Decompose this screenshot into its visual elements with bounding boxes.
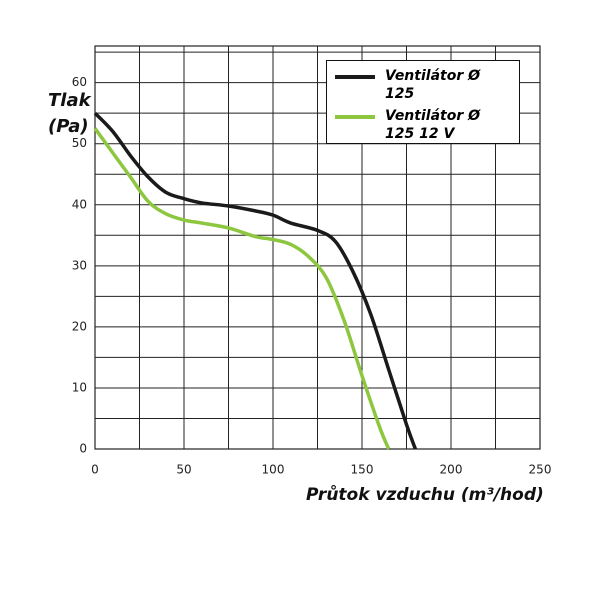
legend: Ventilátor Ø 125 Ventilátor Ø 125 12 V (326, 60, 520, 144)
y-tick-label: 10 (72, 380, 87, 394)
x-tick-label: 250 (529, 463, 552, 477)
y-tick-label: 30 (72, 258, 87, 272)
y-tick-label: 40 (72, 197, 87, 211)
legend-entry: Ventilátor Ø 125 12 V (335, 107, 511, 143)
x-tick-label: 100 (262, 463, 285, 477)
y-tick-label: 20 (72, 319, 87, 333)
x-tick-label: 150 (351, 463, 374, 477)
y-tick-label: 0 (79, 442, 87, 456)
y-tick-label: 50 (72, 136, 87, 150)
series-line (93, 111, 418, 450)
y-axis-label: Tlak (Pa) (48, 90, 91, 137)
legend-entry: Ventilátor Ø 125 (335, 67, 511, 103)
x-tick-label: 200 (440, 463, 463, 477)
legend-label: Ventilátor Ø 125 12 V (385, 108, 481, 142)
x-axis-label: Průtok vzduchu (m³/hod) (306, 485, 544, 505)
x-tick-label: 0 (91, 463, 99, 477)
y-tick-label: 60 (72, 75, 87, 89)
legend-label: Ventilátor Ø 125 (385, 68, 481, 102)
legend-swatch (335, 115, 375, 119)
x-tick-label: 50 (176, 463, 191, 477)
legend-swatch (335, 75, 375, 79)
series-line (93, 127, 391, 450)
